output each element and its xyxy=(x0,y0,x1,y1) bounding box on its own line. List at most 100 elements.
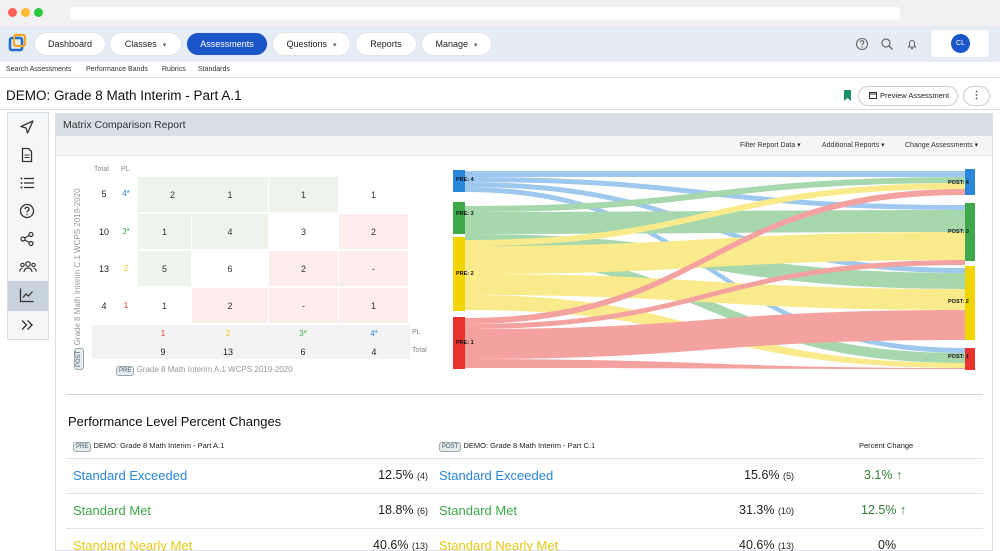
nav-reports[interactable]: Reports xyxy=(356,33,416,55)
matrix-cell[interactable]: 2 xyxy=(192,288,269,324)
post-count: (5) xyxy=(783,471,794,481)
matrix-cell[interactable]: 6 xyxy=(192,251,269,287)
sidebar-item-share[interactable] xyxy=(8,225,48,253)
matrix-cell[interactable]: 2 xyxy=(339,214,409,250)
preview-assessment-button[interactable]: Preview Assessment xyxy=(858,86,958,106)
col-pl: 1 xyxy=(160,329,166,338)
flow-pre1-post4[interactable] xyxy=(465,189,965,324)
flow-pre3-post1[interactable] xyxy=(465,250,965,363)
flow-pre2-post3[interactable] xyxy=(465,232,965,274)
flow-pre1-post1[interactable] xyxy=(465,359,965,369)
matrix-cell[interactable]: 5 xyxy=(138,251,192,287)
app-logo-icon[interactable] xyxy=(7,33,27,53)
post-node-4[interactable] xyxy=(965,169,975,195)
pre-level-label[interactable]: Standard Met xyxy=(73,503,152,518)
post-axis-text: POST Grade 8 Math Interim C.1 WCPS 2019-… xyxy=(73,170,84,370)
nav-classes[interactable]: Classes ▾ xyxy=(110,33,181,55)
nav-questions[interactable]: Questions ▾ xyxy=(273,33,350,55)
flow-pre4-post2[interactable] xyxy=(465,182,965,273)
pre-node-3[interactable] xyxy=(453,202,465,234)
flow-pre1-post2[interactable] xyxy=(465,310,965,359)
flow-pre4-post1[interactable] xyxy=(465,187,965,353)
matrix-cell[interactable]: 3 xyxy=(269,214,339,250)
bookmark-icon[interactable] xyxy=(843,90,852,101)
sidebar-item-list[interactable] xyxy=(8,169,48,197)
footer-total-label: Total xyxy=(412,347,427,354)
flow-pre4-post3[interactable] xyxy=(465,177,965,210)
post-level-label[interactable]: Standard Exceeded xyxy=(439,468,554,483)
matrix-cell[interactable]: - xyxy=(339,251,409,287)
sidebar-item-reports[interactable] xyxy=(8,281,48,311)
subnav-standards[interactable]: Standards xyxy=(198,66,230,73)
matrix-cell[interactable]: 1 xyxy=(138,214,192,250)
section-divider xyxy=(66,394,983,395)
flow-pre3-post4[interactable] xyxy=(465,177,965,212)
col-total: 4 xyxy=(371,347,377,357)
sidebar-item-help[interactable] xyxy=(8,197,48,225)
sidebar-item-document[interactable] xyxy=(8,141,48,169)
nav-dashboard[interactable]: Dashboard xyxy=(35,33,105,55)
flow-pre3-post2[interactable] xyxy=(465,234,965,289)
subnav-performance-bands[interactable]: Performance Bands xyxy=(86,66,148,73)
nav-manage[interactable]: Manage ▾ xyxy=(422,33,491,55)
flow-pre1-post3[interactable] xyxy=(465,260,965,329)
sidebar-item-expand[interactable] xyxy=(8,311,48,339)
bell-icon[interactable] xyxy=(905,37,919,51)
pre-node-1[interactable] xyxy=(453,317,465,369)
flow-pre2-post4[interactable] xyxy=(465,183,965,246)
pre-column-header: PRE DEMO: Grade 8 Math Interim - Part A.… xyxy=(73,441,224,452)
table-row: Standard Met 18.8% (6) Standard Met 31.3… xyxy=(66,493,983,528)
post-node-3-label: POST: 3 xyxy=(948,229,969,235)
nav-assessments-label: Assessments xyxy=(200,39,254,49)
user-menu[interactable]: CL xyxy=(931,30,989,57)
sidebar-item-navigate[interactable] xyxy=(8,113,48,141)
maximize-window-dot[interactable] xyxy=(34,8,43,17)
matrix-cell[interactable]: - xyxy=(269,288,339,324)
matrix-cell[interactable]: 4 xyxy=(192,214,269,250)
preview-assessment-label: Preview Assessment xyxy=(880,91,950,100)
nav-assessments[interactable]: Assessments xyxy=(187,33,267,55)
subnav-rubrics[interactable]: Rubrics xyxy=(162,66,186,73)
post-badge: POST xyxy=(439,442,462,452)
chevron-down-icon: ▾ xyxy=(474,42,478,49)
flow-pre2-post2[interactable] xyxy=(465,274,965,310)
matrix-cell[interactable]: 1 xyxy=(339,288,409,324)
more-options-button[interactable]: ⋮ xyxy=(963,86,990,106)
additional-reports-menu[interactable]: Additional Reports ▾ xyxy=(822,142,885,149)
flow-pre2-post1[interactable] xyxy=(465,295,965,368)
matrix-cell[interactable]: 1 xyxy=(138,288,192,324)
pre-level-label[interactable]: Standard Nearly Met xyxy=(73,538,193,551)
matrix-cell[interactable]: 1 xyxy=(339,177,409,213)
post-node-1[interactable] xyxy=(965,348,975,370)
nav-reports-label: Reports xyxy=(370,39,402,49)
pre-node-4[interactable] xyxy=(453,170,465,192)
minimize-window-dot[interactable] xyxy=(21,8,30,17)
matrix-cell[interactable]: 1 xyxy=(192,177,269,213)
search-icon[interactable] xyxy=(880,37,894,51)
share-icon xyxy=(20,231,34,247)
header-divider xyxy=(0,109,1000,110)
matrix-cell[interactable]: 1 xyxy=(269,177,339,213)
address-bar[interactable] xyxy=(70,7,900,20)
sankey-diagram xyxy=(453,169,975,370)
pre-level-label[interactable]: Standard Exceeded xyxy=(73,468,188,483)
list-icon xyxy=(20,177,34,189)
pre-node-2[interactable] xyxy=(453,237,465,311)
close-window-dot[interactable] xyxy=(8,8,17,17)
filter-report-data-menu[interactable]: Filter Report Data ▾ xyxy=(740,142,801,149)
post-level-label[interactable]: Standard Nearly Met xyxy=(439,538,559,551)
sidebar-item-groups[interactable] xyxy=(8,253,48,281)
post-node-3[interactable] xyxy=(965,203,975,261)
post-level-label[interactable]: Standard Met xyxy=(439,503,518,518)
subnav-search-assessments[interactable]: Search Assessments xyxy=(6,66,72,73)
flow-pre4-post4[interactable] xyxy=(465,171,965,177)
report-title: Matrix Comparison Report xyxy=(63,119,186,131)
row-pl: 4* xyxy=(122,189,130,198)
post-node-2[interactable] xyxy=(965,266,975,340)
flow-pre3-post3[interactable] xyxy=(465,210,965,234)
nav-manage-label: Manage xyxy=(435,39,468,49)
help-icon[interactable] xyxy=(855,37,869,51)
pre-badge: PRE xyxy=(116,366,135,376)
matrix-cell[interactable]: 2 xyxy=(269,251,339,287)
change-assessments-menu[interactable]: Change Assessments ▾ xyxy=(905,142,979,149)
